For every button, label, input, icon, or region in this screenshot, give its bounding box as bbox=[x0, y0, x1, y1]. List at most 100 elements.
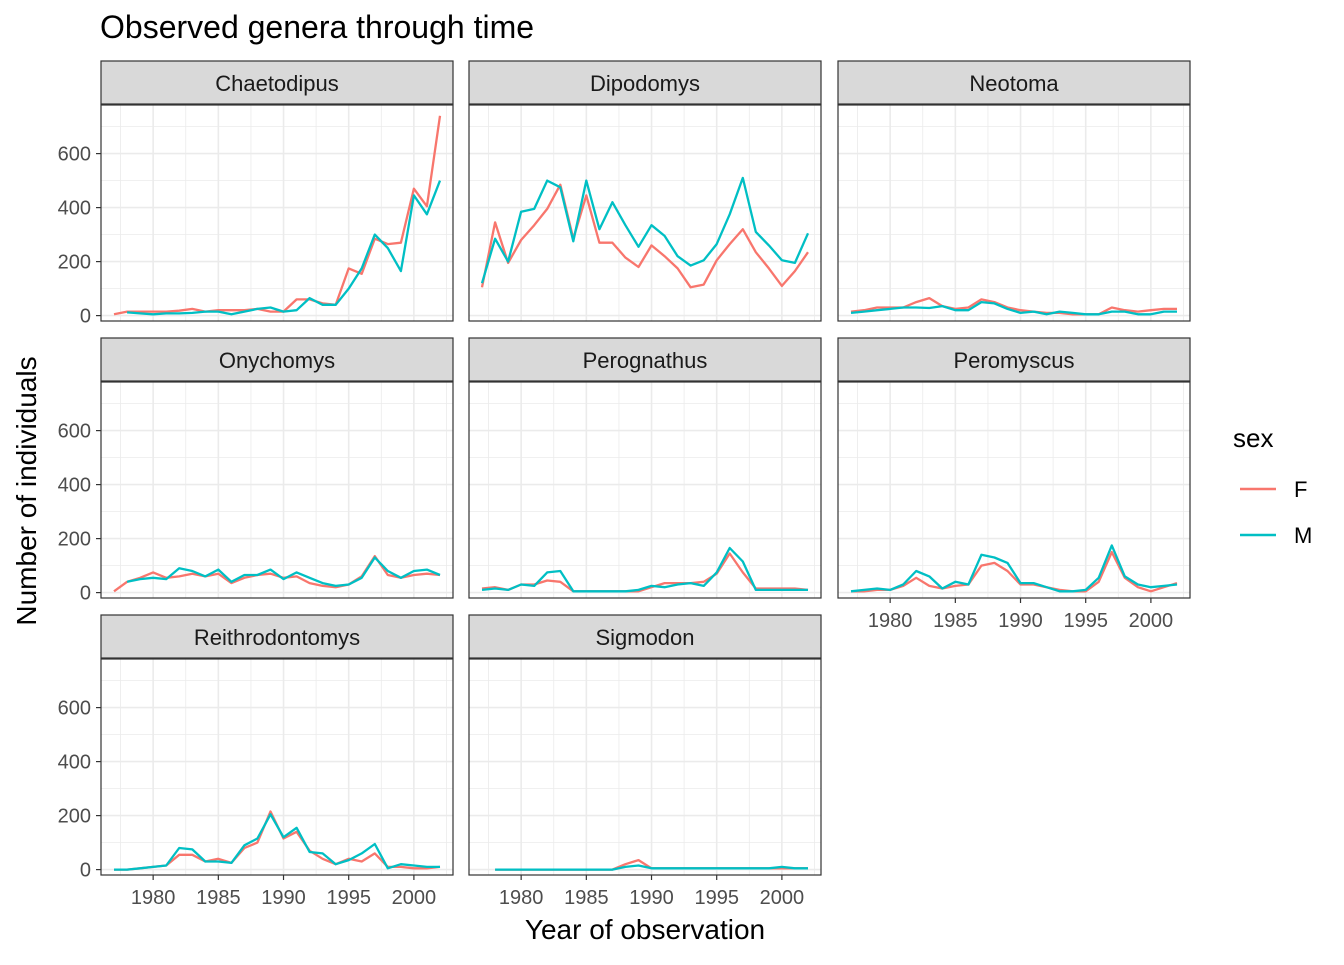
y-tick-label: 400 bbox=[58, 752, 91, 774]
facet-peromyscus: Peromyscus 1980 1985 1990 1995 2000 bbox=[837, 337, 1191, 632]
facet-strip-label: Neotoma bbox=[969, 71, 1059, 96]
y-tick-label: 0 bbox=[80, 583, 91, 605]
panel-background bbox=[101, 382, 453, 598]
facet-sigmodon: Sigmodon 1980 1985 1990 1995 2000 bbox=[468, 614, 822, 909]
legend: sex F M bbox=[1233, 423, 1312, 548]
y-tick-label: 600 bbox=[58, 698, 91, 720]
facet-reithrodontomys: Reithrodontomys 0 200 400 600 1980 1985 1990 199… bbox=[58, 614, 454, 909]
facet-strip bbox=[468, 337, 822, 382]
facet-strip-label: Dipodomys bbox=[590, 71, 700, 96]
major-gridlines bbox=[838, 382, 1190, 598]
facet-strip bbox=[468, 614, 822, 659]
series-line-m bbox=[481, 546, 808, 593]
series-line-m bbox=[850, 300, 1177, 316]
panel-background bbox=[469, 105, 821, 321]
series-line-f bbox=[113, 115, 442, 316]
facet-strip-label: Reithrodontomys bbox=[194, 625, 360, 650]
facet-onychomys: Onychomys 0 200 400 600 bbox=[58, 337, 454, 605]
x-tick-label: 1985 bbox=[933, 610, 978, 632]
major-gridlines bbox=[101, 659, 453, 875]
x-tick-label: 1995 bbox=[694, 887, 739, 909]
facet-strip-label: Sigmodon bbox=[595, 625, 694, 650]
facet-strip-label: Onychomys bbox=[219, 348, 335, 373]
panel-background bbox=[469, 382, 821, 598]
panel-border bbox=[468, 381, 822, 599]
x-tick-label: 1985 bbox=[196, 887, 241, 909]
panel-border bbox=[468, 104, 822, 322]
x-tick-label: 2000 bbox=[760, 887, 805, 909]
minor-gridlines bbox=[838, 382, 1190, 598]
facet-strip bbox=[100, 60, 454, 105]
facet-strip-label: Peromyscus bbox=[953, 348, 1074, 373]
x-tick-label: 2000 bbox=[392, 887, 437, 909]
y-tick-label: 400 bbox=[58, 198, 91, 220]
series-line-m bbox=[126, 556, 441, 588]
panel-background bbox=[469, 659, 821, 875]
panel-border bbox=[100, 658, 454, 876]
y-axis-label: Number of individuals bbox=[11, 356, 42, 625]
facet-panels: Chaetodipus 0 200 400 600 Dipodomys Neotoma Ony… bbox=[58, 60, 1191, 909]
y-tick-label: 600 bbox=[58, 144, 91, 166]
panel-border bbox=[100, 381, 454, 599]
panel-background bbox=[101, 105, 453, 321]
x-tick-label: 1990 bbox=[629, 887, 674, 909]
minor-gridlines bbox=[101, 382, 453, 598]
x-tick-label: 1990 bbox=[998, 610, 1043, 632]
legend-label-m: M bbox=[1294, 523, 1312, 548]
legend-title: sex bbox=[1233, 423, 1273, 453]
major-gridlines bbox=[838, 105, 1190, 321]
major-gridlines bbox=[469, 659, 821, 875]
minor-gridlines bbox=[101, 105, 453, 321]
facet-chaetodipus: Chaetodipus 0 200 400 600 bbox=[58, 60, 454, 328]
series-line-m bbox=[480, 176, 810, 284]
x-tick-label: 1980 bbox=[868, 610, 913, 632]
panel-background bbox=[838, 382, 1190, 598]
chart-title: Observed genera through time bbox=[100, 9, 534, 45]
x-tick-label: 1990 bbox=[261, 887, 306, 909]
facet-strip-label: Perognathus bbox=[583, 348, 708, 373]
major-gridlines bbox=[101, 382, 453, 598]
minor-gridlines bbox=[469, 382, 821, 598]
y-tick-label: 200 bbox=[58, 529, 91, 551]
series-line-m bbox=[127, 180, 442, 316]
facet-dipodomys: Dipodomys bbox=[468, 60, 822, 322]
panel-border bbox=[837, 104, 1191, 322]
facet-strip bbox=[468, 60, 822, 105]
x-tick-label: 2000 bbox=[1129, 610, 1174, 632]
series-line-m bbox=[114, 813, 440, 871]
y-tick-label: 600 bbox=[58, 421, 91, 443]
y-tick-label: 0 bbox=[80, 306, 91, 328]
major-gridlines bbox=[101, 105, 453, 321]
x-tick-label: 1980 bbox=[499, 887, 544, 909]
facet-strip bbox=[837, 60, 1191, 105]
y-tick-label: 400 bbox=[58, 475, 91, 497]
minor-gridlines bbox=[838, 105, 1190, 321]
facet-strip bbox=[100, 614, 454, 659]
x-axis-label: Year of observation bbox=[525, 914, 765, 945]
major-gridlines bbox=[469, 382, 821, 598]
y-tick-label: 0 bbox=[80, 860, 91, 882]
y-tick-label: 200 bbox=[58, 806, 91, 828]
minor-gridlines bbox=[469, 659, 821, 875]
series-line-m bbox=[850, 544, 1178, 593]
x-tick-label: 1995 bbox=[1063, 610, 1108, 632]
facet-strip-label: Chaetodipus bbox=[215, 71, 339, 96]
x-tick-label: 1985 bbox=[564, 887, 609, 909]
panel-border bbox=[468, 658, 822, 876]
panel-background bbox=[838, 105, 1190, 321]
facet-neotoma: Neotoma bbox=[837, 60, 1191, 322]
facet-perognathus: Perognathus bbox=[468, 337, 822, 599]
minor-gridlines bbox=[101, 659, 453, 875]
series-line-f bbox=[480, 183, 809, 289]
facet-strip bbox=[837, 337, 1191, 382]
panel-border bbox=[100, 104, 454, 322]
y-tick-label: 200 bbox=[58, 252, 91, 274]
x-tick-label: 1980 bbox=[131, 887, 176, 909]
series-line-m bbox=[495, 864, 808, 871]
panel-border bbox=[837, 381, 1191, 599]
legend-label-f: F bbox=[1294, 477, 1307, 502]
x-tick-label: 1995 bbox=[326, 887, 371, 909]
panel-background bbox=[101, 659, 453, 875]
facet-strip bbox=[100, 337, 454, 382]
